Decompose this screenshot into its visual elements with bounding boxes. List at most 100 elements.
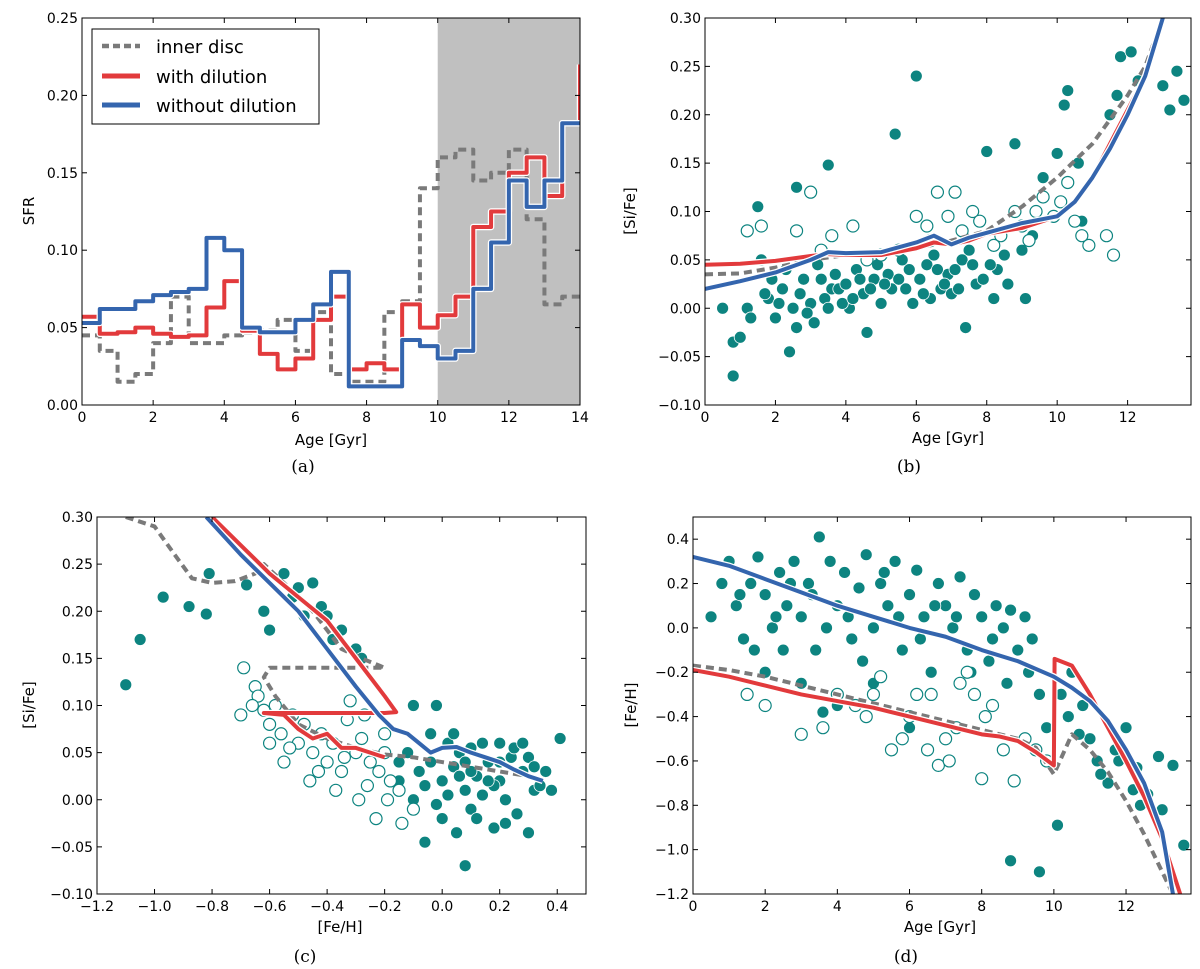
data-point-filled [458,783,472,797]
data-point-filled [986,632,999,646]
data-point-filled [435,812,449,825]
y-tick-label: −0.05 [658,350,701,366]
ticks-a: 0 2 4 6 8 10 12 14 0.00 0.05 0.10 0.15 0.20 0.25 [47,11,589,426]
data-point-filled [119,678,133,692]
data-point-open [740,687,754,702]
data-point-filled [1163,103,1177,117]
y-tick-label: 0.10 [47,243,78,259]
data-point-filled [948,263,962,276]
data-point-open [941,209,955,223]
data-point-open [740,224,754,238]
data-point-open [866,687,881,702]
data-point-filled [783,345,796,359]
data-point-open [754,219,768,233]
data-point-open [329,783,343,797]
data-point-filled [744,311,758,325]
data-point-filled [1061,84,1075,97]
data-point-filled [306,576,320,590]
legend-label-without-dilution: without dilution [156,96,297,117]
data-point-filled [1036,171,1050,185]
data-point-open [1082,238,1096,252]
xlabel-d: Age [Gyr] [904,918,976,936]
y-tick-label: 0.25 [670,59,701,75]
data-point-filled [447,727,461,741]
series-b [705,18,1191,383]
data-point-filled [737,632,750,646]
data-point-open [1099,229,1114,243]
y-tick-label: 0.4 [667,532,689,548]
data-point-open [804,185,818,199]
data-point-filled [476,736,489,750]
series-line-without-dilution [705,18,1165,291]
data-point-filled [1110,89,1124,102]
data-point-filled [1094,767,1108,781]
x-tick-label: 0.0 [431,899,453,915]
data-point-filled [522,750,535,764]
data-point-filled [133,633,147,646]
data-point-filled [493,736,507,750]
data-point-filled [946,621,960,635]
x-tick-label: 0.4 [546,899,568,915]
plot-frame-c [96,516,587,895]
y-tick-label: 0.20 [47,88,78,104]
ticks-c: −1.2 −1.0 −0.8 −0.6 −0.4 −0.2 0.0 0.2 0.4 −0.10 −0… [50,510,586,915]
data-point-open [996,743,1010,757]
data-point-open [277,755,291,769]
data-point-filled [751,550,765,564]
data-point-filled [1008,137,1022,151]
series-line-without-dilution [693,554,1175,894]
data-point-open [262,736,277,750]
data-point-open [306,746,320,760]
series-c [119,517,567,873]
data-point-open [383,774,397,788]
data-point-filled [807,316,821,330]
data-point-filled [903,721,916,735]
data-point-filled [888,554,902,568]
data-point-filled [953,570,967,584]
data-point-filled [814,272,828,286]
data-point-filled [920,258,934,272]
ticks-b: 0 2 4 6 8 10 12 −0.10 −0.05 0.00 0.05 0.10 0.15 0.20 0… [658,11,1191,426]
y-tick-label: 0.00 [47,398,78,414]
data-point-filled [277,567,291,580]
data-point-filled [989,599,1003,613]
data-point-filled [450,826,463,840]
data-point-filled [1018,610,1032,624]
data-point-filled [716,301,730,315]
series-line-without-dilution [204,517,544,783]
y-tick-label: 0.15 [670,156,701,172]
series-a [82,64,580,390]
data-point-filled [1019,292,1032,305]
data-point-filled [418,779,432,793]
data-point-open [395,816,409,830]
data-point-filled [997,248,1011,262]
data-point-filled [747,643,761,657]
data-point-filled [1004,603,1017,617]
x-tick-label: −0.4 [310,899,344,915]
data-point-filled [182,600,196,613]
data-point-filled [751,200,765,214]
data-point-open [303,774,317,788]
series-line-without-dilution [82,121,580,389]
data-point-open [948,185,962,199]
y-tick-label: 0.30 [62,510,93,526]
data-point-filled [772,297,786,310]
ylabel-a: SFR [20,197,38,226]
data-point-open [884,743,899,757]
data-point-filled [927,248,941,262]
data-point-filled [828,267,842,281]
y-tick-label: 0.10 [62,699,93,715]
y-tick-label: −1.2 [655,887,689,903]
y-tick-label: 0.30 [670,11,701,27]
data-point-filled [856,654,870,668]
data-point-open [985,698,1000,713]
ylabel-d: [Fe/H] [622,682,640,727]
x-tick-label: 6 [905,899,914,915]
data-point-filled [240,578,253,592]
series-line-with-dilution [705,18,1165,267]
y-tick-label: 0.20 [62,604,93,620]
data-point-filled [800,306,814,320]
data-point-open [1054,195,1068,209]
data-point-filled [776,643,790,657]
data-point-filled [407,699,420,712]
